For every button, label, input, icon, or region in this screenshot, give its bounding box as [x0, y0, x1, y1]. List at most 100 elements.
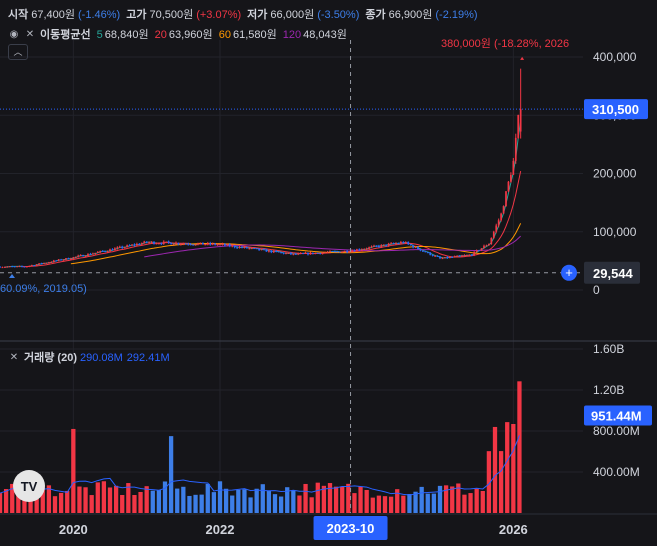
eye-icon[interactable]: ◉	[9, 29, 19, 41]
volume-bar	[205, 483, 210, 513]
candle-body	[236, 247, 238, 249]
candle-body	[94, 252, 97, 254]
candle-body	[400, 242, 402, 244]
volume-bar	[364, 489, 369, 513]
candle-body	[485, 245, 488, 247]
volume-bar	[132, 495, 137, 513]
volume-bar	[297, 495, 302, 513]
candle-body	[209, 243, 212, 245]
high-change: (+3.07%)	[196, 9, 242, 21]
candle-body	[16, 266, 18, 268]
candle-body	[397, 243, 400, 245]
high-marker-arrow	[520, 56, 525, 60]
low-change: (-3.50%)	[317, 9, 360, 21]
candle-body	[395, 243, 397, 245]
high-value: 70,500원	[149, 9, 194, 21]
candle-body	[253, 248, 256, 250]
volume-bar	[480, 490, 485, 513]
candle-body	[387, 243, 390, 246]
candle-body	[483, 245, 485, 249]
volume-bar	[498, 451, 504, 513]
volume-bar	[46, 485, 52, 513]
ma-title: 이동평균선	[40, 29, 91, 41]
volume-value-1: 290.08M	[79, 352, 123, 364]
candle-body	[40, 263, 43, 265]
candle-body	[140, 243, 143, 245]
candle-body	[126, 245, 128, 248]
candle-body	[473, 251, 476, 256]
candle-body	[101, 250, 104, 252]
candle-body	[38, 263, 40, 265]
candle-body	[28, 265, 31, 267]
volume-bar	[425, 493, 430, 513]
candle-body	[510, 174, 512, 182]
candle-body	[233, 245, 236, 248]
volume-bar	[278, 496, 284, 513]
candle-body	[1, 267, 4, 269]
volume-bar	[254, 488, 259, 513]
candle-body	[512, 160, 515, 175]
volume-bar	[223, 488, 229, 513]
candle-body	[231, 245, 234, 247]
price-tick-label: 100,000	[593, 225, 637, 239]
candle-body	[507, 181, 510, 192]
candle-body	[92, 253, 94, 255]
crosshair-price-label: 29,544	[593, 266, 634, 281]
current-volume-label: 951.44M	[591, 408, 642, 423]
candle-body	[148, 242, 150, 244]
candle-body	[422, 250, 424, 252]
volume-bar	[517, 381, 522, 513]
current-volume-tag	[584, 405, 652, 426]
ma60-length: 60	[218, 29, 231, 41]
candle-body	[326, 252, 329, 254]
candle-body	[11, 266, 14, 268]
candle-body	[348, 251, 351, 253]
candle-body	[109, 249, 111, 252]
candle-body	[368, 247, 370, 249]
volume-bar	[303, 483, 308, 513]
candle-body	[211, 243, 214, 245]
volume-bar	[150, 490, 155, 513]
candle-body	[380, 244, 383, 248]
tradingview-logo-mark: TV	[21, 479, 38, 494]
candle-body	[468, 254, 471, 256]
volume-bar	[370, 497, 375, 513]
volume-bar	[382, 496, 388, 513]
volume-bar	[65, 490, 70, 513]
candle-body	[204, 244, 207, 246]
candle-body	[106, 251, 109, 253]
volume-tick-label: 1.20B	[593, 383, 624, 397]
candle-body	[392, 243, 395, 245]
collapse-legend-button[interactable]: ︿	[8, 44, 28, 60]
candle-body	[79, 255, 82, 257]
close-icon[interactable]: ✕	[25, 29, 35, 41]
candle-body	[517, 115, 520, 138]
candle-body	[346, 250, 348, 253]
candle-body	[373, 245, 375, 247]
candle-body	[338, 251, 341, 253]
low-annotation: 60.09%, 2019.05)	[0, 283, 87, 295]
volume-bar	[486, 451, 492, 513]
candle-body	[160, 243, 163, 245]
candle-body	[497, 220, 500, 226]
candle-body	[378, 245, 380, 248]
candle-body	[50, 262, 53, 264]
volume-bar	[401, 495, 406, 513]
candle-body	[448, 256, 451, 259]
candle-body	[226, 244, 229, 246]
volume-bar	[95, 482, 100, 513]
candle-body	[33, 265, 36, 267]
price-tick-label: 400,000	[593, 50, 637, 64]
ma-line-120	[144, 235, 522, 258]
volume-close-icon[interactable]: ✕	[9, 352, 19, 364]
volume-bar	[52, 496, 58, 513]
volume-tick-label: 800.00M	[593, 424, 640, 438]
volume-bar	[101, 481, 107, 513]
plus-icon: +	[565, 265, 573, 280]
volume-bar	[468, 493, 473, 513]
volume-bar	[0, 493, 3, 513]
volume-bar	[340, 486, 345, 513]
candle-body	[302, 253, 304, 255]
candle-body	[356, 249, 358, 252]
volume-bar	[443, 485, 449, 513]
